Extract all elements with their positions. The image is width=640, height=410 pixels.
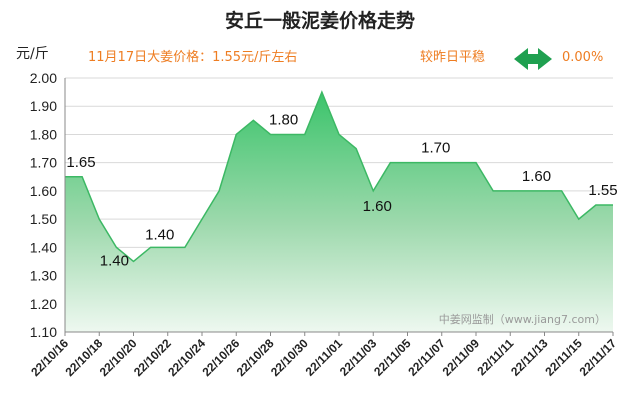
double-arrow-icon bbox=[514, 48, 552, 70]
compare-label: 较昨日平稳 bbox=[420, 49, 485, 65]
y-tick-label: 2.00 bbox=[30, 70, 57, 86]
x-tick-label: 22/11/01 bbox=[303, 336, 346, 379]
y-axis-unit: 元/斤 bbox=[16, 46, 49, 62]
y-tick-label: 1.50 bbox=[30, 211, 57, 227]
data-label: 1.65 bbox=[66, 154, 95, 171]
x-tick-label: 22/11/17 bbox=[577, 336, 620, 379]
y-tick-labels: 2.00 1.90 1.80 1.70 1.60 1.50 1.40 1.30 1.20 1.10 bbox=[30, 70, 57, 340]
x-tick-label: 22/11/05 bbox=[371, 336, 414, 379]
price-line bbox=[65, 90, 613, 263]
data-label: 1.55 bbox=[588, 182, 617, 199]
y-tick-label: 1.60 bbox=[30, 183, 57, 199]
x-tick-label: 22/10/30 bbox=[268, 336, 311, 379]
y-tick-label: 1.30 bbox=[30, 268, 57, 284]
y-tick-label: 1.40 bbox=[30, 239, 57, 255]
data-label: 1.60 bbox=[363, 198, 392, 215]
x-tick-label: 22/11/13 bbox=[508, 336, 551, 379]
x-tick-label: 22/11/09 bbox=[440, 336, 483, 379]
y-tick-label: 1.10 bbox=[30, 324, 57, 340]
data-label: 1.60 bbox=[522, 168, 551, 185]
watermark: 中姜网监制（www.jiang7.com） bbox=[439, 312, 606, 326]
y-tick-label: 1.20 bbox=[30, 296, 57, 312]
data-label: 1.40 bbox=[145, 226, 174, 243]
x-tick-label: 22/11/07 bbox=[405, 336, 448, 379]
price-area bbox=[65, 92, 613, 332]
data-label: 1.80 bbox=[269, 111, 298, 128]
change-percent: 0.00% bbox=[562, 50, 603, 65]
x-tick-labels: 22/10/1622/10/1822/10/2022/10/2222/10/24… bbox=[28, 332, 619, 379]
x-tick-label: 22/11/03 bbox=[337, 336, 380, 379]
chart-title: 安丘一般泥姜价格走势 bbox=[225, 9, 415, 32]
data-labels: 1.65 1.40 1.40 1.80 1.60 1.70 1.60 1.55 bbox=[66, 111, 617, 269]
y-tick-label: 1.70 bbox=[30, 155, 57, 171]
y-tick-label: 1.80 bbox=[30, 126, 57, 142]
price-note: 11月17日大姜价格：1.55元/斤左右 bbox=[88, 49, 297, 65]
data-label: 1.40 bbox=[100, 252, 129, 269]
data-label: 1.70 bbox=[421, 140, 450, 157]
x-tick-label: 22/11/15 bbox=[542, 336, 585, 379]
y-tick-label: 1.90 bbox=[30, 98, 57, 114]
